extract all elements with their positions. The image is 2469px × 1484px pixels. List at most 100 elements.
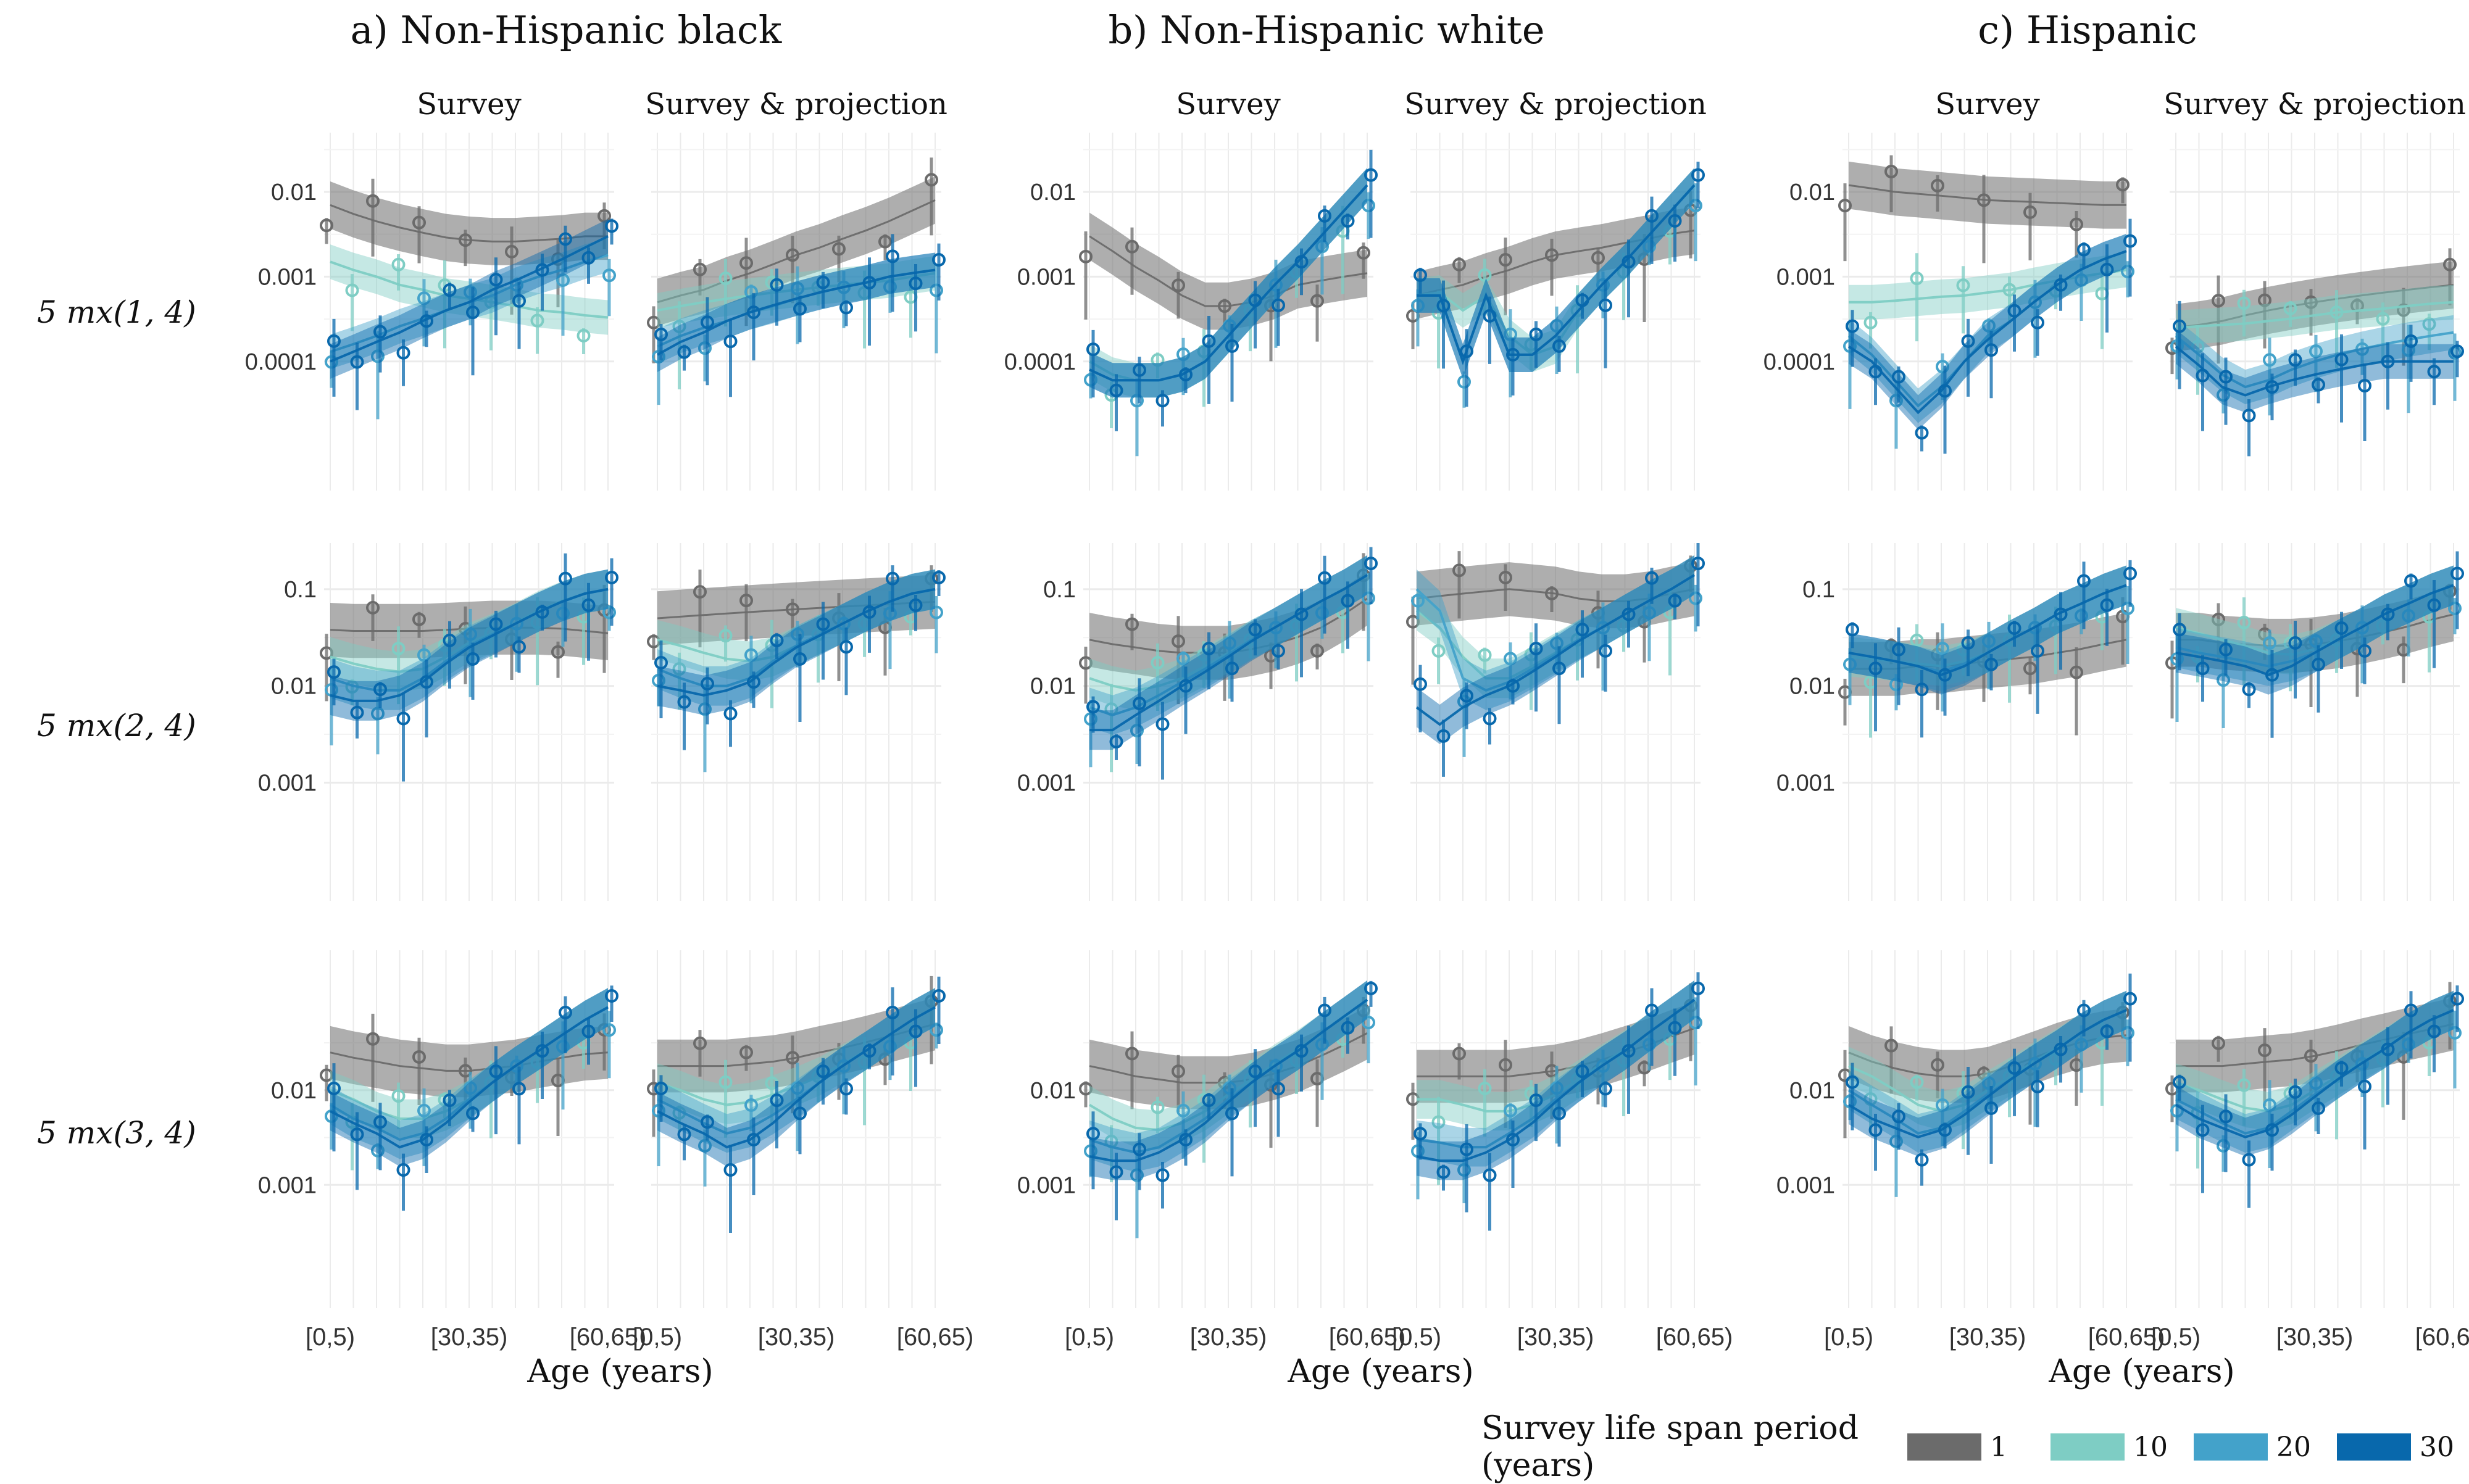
x-tick-label: [30,35) — [758, 1324, 835, 1351]
data-point — [535, 605, 549, 619]
x-tick-label: [0,5) — [2151, 1324, 2200, 1351]
data-point — [559, 232, 572, 246]
data-point — [1504, 652, 1517, 666]
data-point — [2265, 1123, 2279, 1137]
data-point — [1341, 594, 1355, 608]
data-point — [464, 627, 477, 641]
data-point — [1868, 661, 1883, 676]
band-30 — [657, 569, 935, 715]
y-tick-label: 0.01 — [1030, 1078, 1076, 1104]
data-point — [2334, 352, 2349, 367]
data-point — [1668, 594, 1682, 608]
data-point — [1202, 642, 1216, 656]
data-point — [1846, 1075, 1859, 1089]
data-point — [701, 315, 714, 330]
data-point — [2237, 296, 2251, 310]
data-point — [1982, 318, 1996, 333]
data-point — [2309, 1076, 2323, 1090]
y-tick-label: 0.01 — [1789, 1078, 1835, 1104]
data-point — [1552, 339, 1566, 353]
panel-r2-g1-f0: 0.001 0.01 [0,5) [30,35) [60,65) — [1017, 950, 1405, 1351]
data-point — [1910, 633, 1924, 647]
panel-r2-g2-f0: 0.001 0.01 [0,5) [30,35) [60,65) — [1776, 950, 2165, 1351]
data-point — [2170, 339, 2184, 353]
data-point — [366, 600, 380, 615]
data-point — [1086, 342, 1100, 357]
data-point — [1202, 334, 1216, 348]
data-point — [2219, 370, 2233, 384]
data-point — [1550, 1081, 1563, 1095]
band-1 — [1089, 212, 1367, 330]
data-point — [1599, 644, 1612, 658]
data-point — [744, 1098, 758, 1113]
data-point — [1668, 1021, 1682, 1035]
data-point — [2212, 612, 2225, 626]
data-point — [1889, 678, 1903, 692]
data-point — [878, 234, 892, 249]
data-point — [862, 1044, 876, 1058]
data-point — [1272, 1082, 1285, 1096]
data-point — [2219, 1109, 2233, 1124]
series-30 — [327, 553, 618, 782]
data-point — [466, 652, 480, 666]
band-30 — [1417, 555, 1694, 745]
data-point — [1843, 657, 1857, 671]
data-point — [1483, 1168, 1497, 1182]
data-point — [886, 571, 899, 586]
data-point — [2358, 1079, 2371, 1093]
data-point — [391, 257, 406, 272]
data-point — [2196, 1123, 2210, 1137]
data-point — [1846, 623, 1859, 637]
data-point — [932, 570, 946, 584]
series-30 — [1846, 218, 2137, 454]
data-point — [739, 256, 753, 270]
facet-title-2-1: Survey & projection — [2163, 87, 2466, 122]
line-30 — [330, 587, 609, 702]
data-point — [320, 218, 333, 233]
legend-item-30: 30 — [2337, 1432, 2463, 1463]
data-point — [1364, 981, 1378, 995]
data-point — [1838, 1068, 1852, 1082]
y-tick-label: 0.0001 — [1004, 349, 1076, 375]
series-30 — [654, 565, 946, 750]
data-point — [391, 642, 406, 656]
data-point — [2031, 644, 2044, 658]
data-point — [512, 640, 526, 654]
data-point — [1915, 426, 1929, 440]
data-point — [2217, 1138, 2230, 1153]
data-point — [1414, 677, 1427, 691]
data-point — [1691, 168, 1705, 182]
data-point — [2028, 1056, 2042, 1071]
data-point — [744, 648, 758, 662]
data-point — [2450, 566, 2464, 581]
data-point — [1910, 1075, 1924, 1089]
data-point — [2263, 636, 2276, 650]
data-point — [1457, 375, 1471, 389]
data-point — [2007, 621, 2021, 635]
row-label-2: 5 mx(3, 4) — [37, 1115, 196, 1151]
data-point — [1868, 365, 1883, 379]
data-point — [770, 633, 784, 647]
data-point — [1269, 278, 1283, 292]
data-point — [2077, 574, 2091, 588]
data-point — [793, 652, 807, 666]
band-20 — [330, 988, 608, 1159]
data-point — [2028, 621, 2042, 635]
data-point — [2355, 621, 2369, 635]
data-point — [1550, 318, 1563, 333]
data-point — [1079, 1082, 1093, 1096]
data-point — [2427, 1024, 2441, 1038]
data-point — [1133, 1142, 1146, 1156]
data-point — [930, 1023, 943, 1037]
row-label-text-0: 5 mx(1, 4) — [37, 294, 196, 330]
data-point — [412, 612, 426, 626]
data-point — [1172, 1064, 1185, 1079]
series-30 — [1086, 547, 1378, 780]
data-point — [1362, 199, 1375, 213]
data-point — [693, 585, 707, 599]
band-10 — [1089, 980, 1367, 1150]
data-point — [1956, 278, 1970, 292]
x-tick-label: [60,65) — [570, 1324, 647, 1351]
data-point — [739, 1045, 753, 1059]
data-point — [2007, 304, 2021, 318]
